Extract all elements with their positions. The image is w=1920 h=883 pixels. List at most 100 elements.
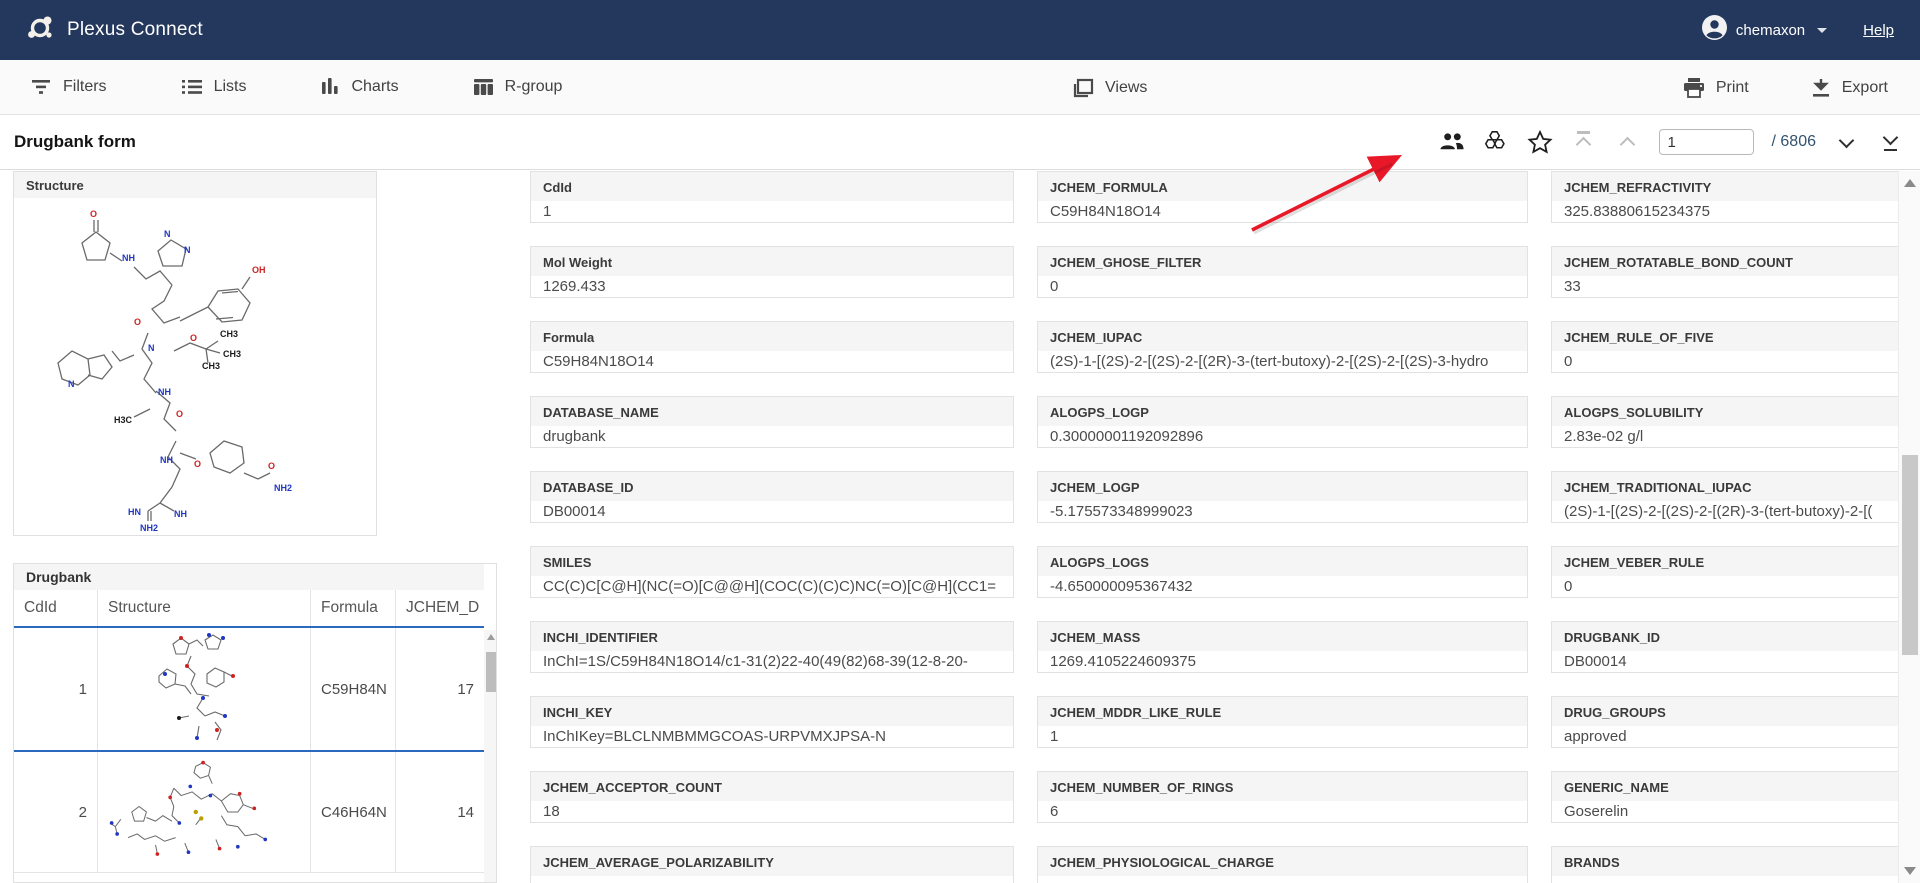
field-label: JCHEM_ACCEPTOR_COUNT [531, 772, 1013, 801]
structure-image: O NH N N OH O N N O CH3 CH3 CH3 NH O [14, 198, 376, 534]
column-header-structure[interactable]: Structure [98, 590, 311, 626]
structure-panel: Structure [13, 171, 377, 536]
field-card[interactable]: JCHEM_NUMBER_OF_RINGS 6 [1037, 771, 1528, 823]
field-card[interactable]: DATABASE_ID DB00014 [530, 471, 1014, 523]
field-card[interactable]: ALOGPS_SOLUBILITY 2.83e-02 g/l [1551, 396, 1920, 448]
field-value [1552, 876, 1920, 883]
field-label: DRUG_GROUPS [1552, 697, 1920, 726]
field-value: DB00014 [543, 503, 606, 520]
filters-button[interactable]: Filters [30, 78, 107, 96]
share-users-button[interactable] [1439, 129, 1465, 155]
help-link[interactable]: Help [1863, 21, 1894, 39]
export-button[interactable]: Export [1811, 78, 1888, 98]
field-card[interactable]: JCHEM_PHYSIOLOGICAL_CHARGE [1037, 846, 1528, 883]
record-total: / 6806 [1771, 133, 1816, 150]
svg-text:N: N [164, 229, 171, 239]
table-row[interactable]: 2 C46H64N 14 [14, 752, 484, 873]
favorite-star-button[interactable] [1526, 129, 1553, 155]
svg-text:O: O [194, 459, 201, 469]
field-card[interactable]: JCHEM_IUPAC (2S)-1-[(2S)-2-[(2S)-2-[(2R)-… [1037, 321, 1528, 373]
field-card[interactable]: JCHEM_ROTATABLE_BOND_COUNT 33 [1551, 246, 1920, 298]
lists-button[interactable]: Lists [181, 78, 246, 96]
field-card[interactable]: JCHEM_GHOSE_FILTER 0 [1037, 246, 1528, 298]
field-value: 1269.433 [543, 278, 606, 295]
field-label: JCHEM_REFRACTIVITY [1552, 172, 1920, 201]
field-label: JCHEM_RULE_OF_FIVE [1552, 322, 1920, 351]
field-card[interactable]: Formula C59H84N18O14 [530, 321, 1014, 373]
print-button[interactable]: Print [1683, 77, 1749, 98]
field-card[interactable]: DRUG_GROUPS approved [1551, 696, 1920, 748]
record-number-input[interactable] [1658, 129, 1754, 155]
cell-jchem-d: 14 [457, 803, 474, 821]
next-record-button[interactable] [1834, 129, 1860, 155]
svg-text:O: O [268, 461, 275, 471]
last-record-button[interactable] [1878, 129, 1904, 155]
column-header-cdid[interactable]: CdId [14, 590, 98, 626]
field-card[interactable]: JCHEM_REFRACTIVITY 325.83880615234375 [1551, 171, 1920, 223]
main-scrollbar[interactable] [1898, 171, 1920, 883]
column-header-formula[interactable]: Formula [311, 590, 396, 626]
field-card[interactable]: GENERIC_NAME Goserelin [1551, 771, 1920, 823]
first-record-button[interactable] [1571, 129, 1597, 155]
main-scrollbar-thumb[interactable] [1902, 455, 1918, 655]
grid-header-row: CdId Structure Formula JCHEM_D [14, 590, 484, 628]
rgroup-button[interactable]: R-group [473, 78, 562, 96]
structure-search-button[interactable] [1483, 129, 1509, 155]
previous-record-button[interactable] [1615, 129, 1641, 155]
top-navbar: Plexus Connect chemaxon Help [0, 0, 1920, 60]
svg-text:HN: HN [128, 507, 141, 517]
main-toolbar: Filters Lists Charts [0, 60, 1920, 115]
field-card[interactable]: Mol Weight 1269.433 [530, 246, 1014, 298]
field-value: (2S)-1-[(2S)-2-[(2S)-2-[(2R)-3-(tert-but… [1564, 503, 1873, 520]
field-value: Goserelin [1564, 803, 1629, 820]
field-card[interactable]: JCHEM_MDDR_LIKE_RULE 1 [1037, 696, 1528, 748]
column-header-jchem[interactable]: JCHEM_D [406, 599, 480, 616]
user-menu-caret-icon[interactable] [1817, 27, 1828, 33]
list-icon [181, 78, 203, 96]
main-scroll-down-icon[interactable] [1904, 867, 1916, 875]
field-card[interactable]: BRANDS [1551, 846, 1920, 883]
field-label: JCHEM_NUMBER_OF_RINGS [1038, 772, 1527, 801]
field-card[interactable]: JCHEM_AVERAGE_POLARIZABILITY [530, 846, 1014, 883]
drugbank-grid-title: Drugbank [14, 564, 484, 590]
form-fields-column-2: JCHEM_FORMULA C59H84N18O14 JCHEM_GHOSE_FIL… [1037, 171, 1528, 883]
field-card[interactable]: JCHEM_RULE_OF_FIVE 0 [1551, 321, 1920, 373]
user-avatar-icon [1701, 14, 1728, 46]
grid-scrollbar-thumb[interactable] [486, 652, 496, 692]
field-card[interactable]: CdId 1 [530, 171, 1014, 223]
field-value: 33 [1564, 278, 1581, 295]
table-row[interactable]: 1 C59H84N 17 [14, 628, 484, 752]
download-icon [1811, 78, 1831, 98]
charts-button[interactable]: Charts [320, 78, 399, 96]
filter-icon [30, 78, 52, 96]
field-label: JCHEM_GHOSE_FILTER [1038, 247, 1527, 276]
field-card[interactable]: ALOGPS_LOGS -4.650000095367432 [1037, 546, 1528, 598]
field-card[interactable]: JCHEM_VEBER_RULE 0 [1551, 546, 1920, 598]
field-card[interactable]: JCHEM_ACCEPTOR_COUNT 18 [530, 771, 1014, 823]
field-value: (2S)-1-[(2S)-2-[(2S)-2-[(2R)-3-(tert-but… [1050, 353, 1489, 370]
views-button[interactable]: Views [1072, 78, 1147, 98]
cell-formula: C59H84N [311, 628, 396, 750]
user-menu[interactable]: chemaxon [1735, 21, 1806, 39]
svg-text:O: O [134, 317, 141, 327]
field-card[interactable]: INCHI_IDENTIFIER InChI=1S/C59H84N18O14/c1… [530, 621, 1014, 673]
svg-text:OH: OH [252, 265, 266, 275]
field-card[interactable]: ALOGPS_LOGP 0.30000001192092896 [1037, 396, 1528, 448]
field-label: ALOGPS_LOGS [1038, 547, 1527, 576]
field-value: drugbank [543, 428, 606, 445]
structure-thumbnail [98, 752, 311, 872]
field-card[interactable]: JCHEM_FORMULA C59H84N18O14 [1037, 171, 1528, 223]
field-card[interactable]: DRUGBANK_ID DB00014 [1551, 621, 1920, 673]
field-card[interactable]: SMILES CC(C)C[C@H](NC(=O)[C@@H](COC(C)(C)… [530, 546, 1014, 598]
field-label: Mol Weight [531, 247, 1013, 276]
main-scroll-up-icon[interactable] [1904, 179, 1916, 187]
grid-scroll-up-icon[interactable] [487, 634, 495, 640]
field-card[interactable]: JCHEM_MASS 1269.4105224609375 [1037, 621, 1528, 673]
field-card[interactable]: DATABASE_NAME drugbank [530, 396, 1014, 448]
field-label: SMILES [531, 547, 1013, 576]
field-card[interactable]: JCHEM_TRADITIONAL_IUPAC (2S)-1-[(2S)-2-[(… [1551, 471, 1920, 523]
grid-scrollbar[interactable] [484, 630, 496, 882]
field-card[interactable]: JCHEM_LOGP -5.175573348999023 [1037, 471, 1528, 523]
field-card[interactable]: INCHI_KEY InChIKey=BLCLNMBMMGCOAS-URPVMXJ… [530, 696, 1014, 748]
